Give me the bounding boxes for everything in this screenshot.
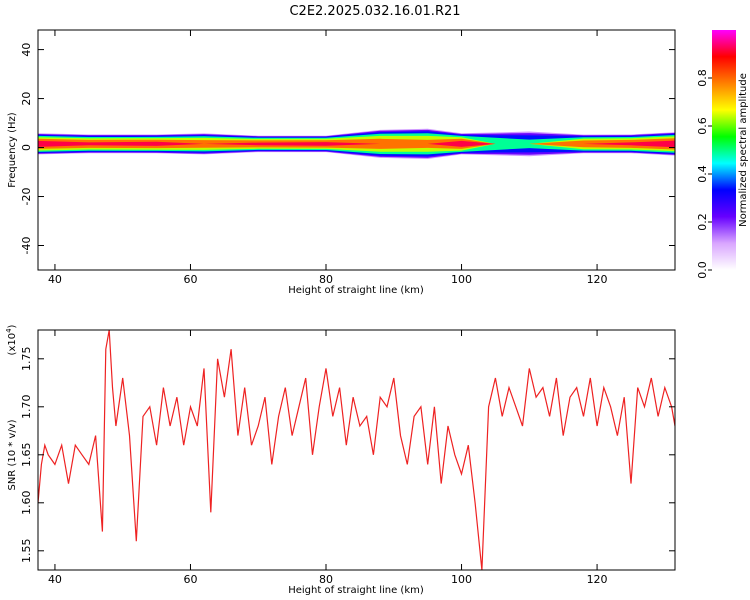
snr-ticks: 40 60 80 100 120 1.55 1.60 1.65 1.70 1.75: [20, 330, 675, 586]
spectrogram-band: [38, 128, 675, 159]
snr-x-tick-label: 100: [451, 573, 472, 586]
spectrogram-x-tick-label: 60: [183, 273, 197, 286]
spectrogram-y-label: Frequency (Hz): [7, 112, 18, 188]
spectrogram-y-tick-label: -20: [20, 188, 33, 206]
spectrogram-panel: 40 60 80 100 120 40 20 0 -20 -40 Height of straig…: [7, 29, 676, 296]
snr-frame: [37, 329, 676, 571]
snr-series: [38, 330, 675, 570]
snr-y-tick-label: 1.75: [20, 347, 33, 372]
colorbar-tick-label: 0.8: [696, 69, 709, 87]
snr-x-tick-label: 60: [183, 573, 197, 586]
snr-multiplier-exp: 4: [5, 328, 13, 333]
spectrogram-x-label: Height of straight line (km): [288, 285, 424, 296]
spectrogram-ticks: 40 60 80 100 120 40 20 0 -20 -40: [20, 30, 675, 286]
spectrogram-x-tick-label: 80: [319, 273, 333, 286]
spectrogram-x-tick-label: 40: [48, 273, 62, 286]
colorbar-label: Normalized spectral amplitude: [738, 73, 749, 227]
spectrogram-y-tick-label: 20: [20, 92, 33, 106]
snr-multiplier-close: ): [7, 324, 18, 328]
snr-multiplier-base: (x10: [7, 333, 18, 356]
colorbar-tick-label: 0.6: [696, 117, 709, 135]
colorbar-tick-label: 0.4: [696, 165, 709, 183]
colorbar-tick-label: 0.0: [696, 261, 709, 279]
spectrogram-x-tick-label: 100: [451, 273, 472, 286]
snr-background: [38, 330, 675, 570]
colorbar-ticks: 0.0 0.2 0.4 0.6 0.8: [696, 69, 712, 279]
snr-y-tick-label: 1.55: [20, 539, 33, 564]
snr-y-tick-label: 1.70: [20, 395, 33, 420]
spectrogram-x-tick-label: 120: [587, 273, 608, 286]
snr-x-tick-label: 40: [48, 573, 62, 586]
colorbar: 0.0 0.2 0.4 0.6 0.8 Normalized spectral ampl…: [696, 30, 749, 279]
spectrogram-y-tick-label: -40: [20, 237, 33, 255]
snr-x-label: Height of straight line (km): [288, 585, 424, 596]
snr-x-tick-label: 120: [587, 573, 608, 586]
snr-x-tick-label: 80: [319, 573, 333, 586]
chart-title: C2E2.2025.032.16.01.R21: [289, 4, 460, 19]
snr-panel: 40 60 80 100 120 1.55 1.60 1.65 1.70 1.75 Height …: [5, 324, 676, 596]
snr-multiplier-label: (x104): [5, 324, 18, 355]
snr-line: [38, 330, 675, 570]
spectrogram-contour-6: [38, 140, 675, 148]
snr-y-label: SNR (10 * v/v): [7, 419, 18, 490]
snr-y-tick-label: 1.65: [20, 443, 33, 468]
spectrogram-y-tick-label: 40: [20, 43, 33, 57]
colorbar-tick-label: 0.2: [696, 213, 709, 231]
snr-y-tick-label: 1.60: [20, 491, 33, 516]
colorbar-bar: [712, 30, 736, 270]
spectrogram-y-tick-label: 0: [20, 144, 33, 151]
spectrogram-frame: [37, 29, 676, 271]
